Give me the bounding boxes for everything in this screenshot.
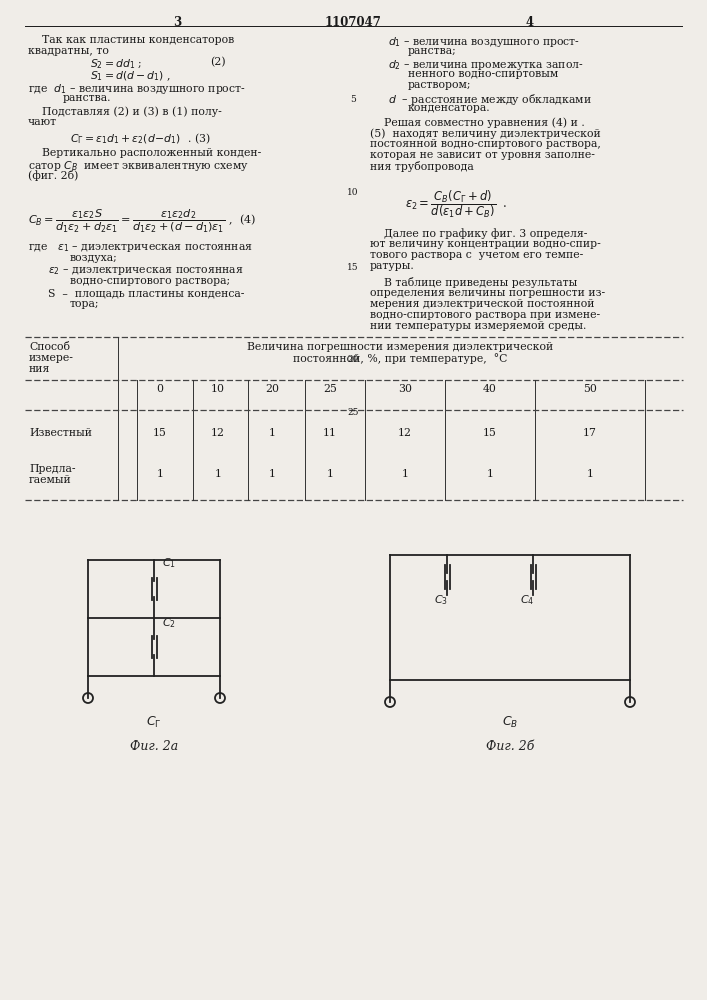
Text: 10: 10 — [211, 384, 225, 394]
Text: $\varepsilon_2 = \dfrac{C_B(C_\Gamma + d)}{d(\varepsilon_1 d + C_B)}$  .: $\varepsilon_2 = \dfrac{C_B(C_\Gamma + d… — [405, 188, 508, 220]
Text: Известный: Известный — [29, 428, 92, 438]
Text: которая не зависит от уровня заполне-: которая не зависит от уровня заполне- — [370, 150, 595, 160]
Text: 1: 1 — [327, 469, 334, 479]
Text: квадратны, то: квадратны, то — [28, 46, 109, 56]
Text: $C_B = \dfrac{\varepsilon_1 \varepsilon_2 S}{d_1\varepsilon_2+d_2\varepsilon_1} : $C_B = \dfrac{\varepsilon_1 \varepsilon_… — [28, 207, 256, 234]
Text: 20: 20 — [265, 384, 279, 394]
Text: ют величину концентрации водно-спир-: ют величину концентрации водно-спир- — [370, 239, 601, 249]
Text: водно-спиртового раствора;: водно-спиртового раствора; — [70, 276, 230, 286]
Text: (2): (2) — [210, 57, 226, 67]
Text: где  $d_1$ – величина воздушного прост-: где $d_1$ – величина воздушного прост- — [28, 82, 246, 96]
Text: $C_\Gamma$: $C_\Gamma$ — [146, 715, 162, 730]
Text: (фиг. 2б): (фиг. 2б) — [28, 170, 78, 181]
Text: 1: 1 — [156, 469, 163, 479]
Text: $C_4$: $C_4$ — [520, 593, 534, 607]
Text: 17: 17 — [583, 428, 597, 438]
Text: Фиг. 2а: Фиг. 2а — [130, 740, 178, 753]
Text: мерения диэлектрической постоянной: мерения диэлектрической постоянной — [370, 299, 595, 309]
Text: 20: 20 — [347, 355, 358, 364]
Text: конденсатора.: конденсатора. — [408, 103, 491, 113]
Text: 1: 1 — [214, 469, 221, 479]
Text: Фиг. 2б: Фиг. 2б — [486, 740, 534, 753]
Text: $d$  – расстояние между обкладками: $d$ – расстояние между обкладками — [388, 92, 592, 107]
Text: сатор $C_B$  имеет эквивалентную схему: сатор $C_B$ имеет эквивалентную схему — [28, 159, 249, 173]
Text: $d_2$ – величина промежутка запол-: $d_2$ – величина промежутка запол- — [388, 58, 584, 72]
Text: воздуха;: воздуха; — [70, 253, 118, 263]
Text: Вертикально расположенный конден-: Вертикально расположенный конден- — [28, 148, 262, 158]
Text: (5)  находят величину диэлектрической: (5) находят величину диэлектрической — [370, 128, 601, 139]
Text: В таблице приведены результаты: В таблице приведены результаты — [370, 277, 577, 288]
Text: 10: 10 — [347, 188, 358, 197]
Text: Предла-: Предла- — [29, 464, 76, 474]
Text: 0: 0 — [156, 384, 163, 394]
Text: 25: 25 — [323, 384, 337, 394]
Text: ратуры.: ратуры. — [370, 261, 415, 271]
Text: постоянной водно-спиртового раствора,: постоянной водно-спиртового раствора, — [370, 139, 601, 149]
Text: 1: 1 — [269, 428, 276, 438]
Text: 12: 12 — [398, 428, 412, 438]
Text: Подставляя (2) и (3) в (1) полу-: Подставляя (2) и (3) в (1) полу- — [28, 106, 222, 117]
Text: тора;: тора; — [70, 299, 100, 309]
Text: 50: 50 — [583, 384, 597, 394]
Text: $S_1 = d(d-d_1)$ ,: $S_1 = d(d-d_1)$ , — [90, 69, 171, 83]
Text: $C_2$: $C_2$ — [162, 616, 176, 630]
Text: тового раствора с  учетом его темпе-: тового раствора с учетом его темпе- — [370, 250, 583, 260]
Text: раствором;: раствором; — [408, 80, 472, 90]
Text: 15: 15 — [153, 428, 167, 438]
Text: 4: 4 — [526, 16, 534, 29]
Text: $C_\Gamma = \varepsilon_1 d_1 + \varepsilon_2(d\!-\!d_1)$  . (3): $C_\Gamma = \varepsilon_1 d_1 + \varepsi… — [70, 131, 211, 146]
Text: Способ: Способ — [29, 342, 70, 352]
Text: измере-: измере- — [29, 353, 74, 363]
Text: 12: 12 — [211, 428, 225, 438]
Text: $C_B$: $C_B$ — [502, 715, 518, 730]
Text: 15: 15 — [347, 263, 359, 272]
Text: 1: 1 — [402, 469, 409, 479]
Text: 1: 1 — [587, 469, 593, 479]
Text: 5: 5 — [350, 95, 356, 104]
Text: $C_3$: $C_3$ — [434, 593, 448, 607]
Text: водно-спиртового раствора при измене-: водно-спиртового раствора при измене- — [370, 310, 600, 320]
Text: ранства;: ранства; — [408, 46, 457, 56]
Text: ранства.: ранства. — [63, 93, 112, 103]
Text: ния: ния — [29, 364, 50, 374]
Text: 30: 30 — [398, 384, 412, 394]
Text: чают: чают — [28, 117, 57, 127]
Text: где   $\varepsilon_1$ – диэлектрическая постоянная: где $\varepsilon_1$ – диэлектрическая по… — [28, 242, 253, 254]
Text: Далее по графику фиг. 3 определя-: Далее по графику фиг. 3 определя- — [370, 228, 588, 239]
Text: Решая совместно уравнения (4) и .: Решая совместно уравнения (4) и . — [370, 117, 585, 128]
Text: 1107047: 1107047 — [325, 16, 382, 29]
Text: ненного водно-спиртовым: ненного водно-спиртовым — [408, 69, 559, 79]
Text: 1: 1 — [486, 469, 493, 479]
Text: 40: 40 — [483, 384, 497, 394]
Text: $\varepsilon_2$ – диэлектрическая постоянная: $\varepsilon_2$ – диэлектрическая постоя… — [48, 265, 244, 277]
Text: $C_1$: $C_1$ — [162, 556, 176, 570]
Text: постоянной, %, при температуре,  °C: постоянной, %, при температуре, °C — [293, 353, 508, 364]
Text: 15: 15 — [483, 428, 497, 438]
Text: 1: 1 — [269, 469, 276, 479]
Text: 25: 25 — [347, 408, 358, 417]
Text: 11: 11 — [323, 428, 337, 438]
Text: Величина погрешности измерения диэлектрической: Величина погрешности измерения диэлектри… — [247, 342, 554, 352]
Text: Так как пластины конденсаторов: Так как пластины конденсаторов — [28, 35, 234, 45]
Text: 3: 3 — [173, 16, 181, 29]
Text: $d_1$ – величина воздушного прост-: $d_1$ – величина воздушного прост- — [388, 35, 580, 49]
Text: S  –  площадь пластины конденса-: S – площадь пластины конденса- — [48, 288, 245, 298]
Text: нии температуры измеряемой среды.: нии температуры измеряемой среды. — [370, 321, 586, 331]
Text: $S_2 = d d_1$ ;: $S_2 = d d_1$ ; — [90, 57, 142, 71]
Text: определения величины погрешности из-: определения величины погрешности из- — [370, 288, 605, 298]
Text: гаемый: гаемый — [29, 475, 71, 485]
Text: ния трубопровода: ния трубопровода — [370, 161, 474, 172]
